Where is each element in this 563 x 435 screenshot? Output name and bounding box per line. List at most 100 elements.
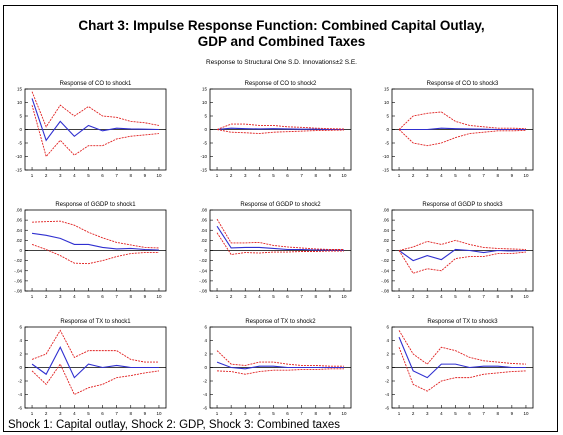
- x-tick-label: 9: [144, 411, 147, 416]
- x-tick-label: 1: [216, 294, 219, 299]
- y-tick-label: 10: [384, 100, 390, 105]
- x-tick-label: 7: [115, 173, 118, 178]
- x-tick-label: 7: [115, 411, 118, 416]
- y-tick-label: -2: [385, 379, 389, 384]
- y-tick-label: .06: [16, 218, 23, 223]
- panel-title: Response of GGDP to shock2: [240, 202, 321, 208]
- x-tick-label: 3: [426, 294, 429, 299]
- y-tick-label: .06: [383, 218, 390, 223]
- x-tick-label: 8: [496, 173, 499, 178]
- y-tick-label: -.02: [14, 258, 22, 263]
- x-tick-label: 10: [523, 411, 529, 416]
- x-tick-label: 4: [440, 411, 443, 416]
- x-tick-label: 7: [482, 173, 485, 178]
- x-tick-label: 3: [426, 411, 429, 416]
- response-line: [398, 336, 526, 379]
- x-tick-label: 6: [286, 411, 289, 416]
- upper-band-line: [31, 329, 159, 363]
- x-tick-label: 7: [482, 294, 485, 299]
- lower-band-line: [217, 368, 344, 375]
- response-line: [216, 361, 344, 370]
- x-tick-label: 5: [87, 411, 90, 416]
- response-line: [216, 225, 344, 251]
- y-tick-label: -.02: [199, 258, 207, 263]
- irf-panel: Response of GGDP to shock1 .08 .06 .04 .02 0 -…: [14, 202, 167, 299]
- x-tick-label: 10: [341, 173, 347, 178]
- x-tick-label: 5: [87, 294, 90, 299]
- chart-title-line1: Chart 3: Impulse Response Function: Comb…: [78, 18, 485, 33]
- y-tick-label: -4: [18, 392, 22, 397]
- panel-title: Response of GGDP to shock1: [55, 202, 136, 208]
- y-tick-label: -.06: [381, 278, 389, 283]
- upper-band-line: [398, 239, 526, 251]
- response-line: [399, 127, 526, 131]
- x-tick-label: 5: [454, 411, 457, 416]
- x-tick-label: 4: [73, 173, 76, 178]
- x-tick-label: 5: [272, 294, 275, 299]
- panel-title: Response of TX to shock3: [427, 319, 498, 325]
- y-tick-label: 6: [19, 325, 22, 330]
- x-tick-label: 3: [426, 173, 429, 178]
- y-tick-label: 0: [19, 248, 22, 253]
- y-tick-label: -6: [18, 406, 22, 411]
- y-tick-label: .04: [201, 228, 208, 233]
- x-tick-label: 9: [511, 294, 514, 299]
- x-tick-label: 4: [258, 173, 261, 178]
- x-tick-label: 6: [101, 173, 104, 178]
- y-tick-label: .08: [16, 208, 23, 213]
- y-tick-label: -15: [15, 168, 22, 173]
- response-line: [31, 232, 159, 251]
- x-tick-label: 4: [73, 294, 76, 299]
- x-tick-label: 2: [412, 294, 415, 299]
- x-tick-label: 9: [144, 294, 147, 299]
- irf-panel: Response of GGDP to shock2 .08 .06 .04 .02 0 -…: [199, 202, 352, 299]
- chart-subtitle: Response to Structural One S.D. Innovati…: [206, 59, 357, 66]
- y-tick-label: 5: [19, 114, 22, 119]
- y-tick-label: .04: [16, 228, 23, 233]
- upper-band-line: [398, 330, 526, 365]
- x-tick-label: 6: [468, 294, 471, 299]
- x-tick-label: 10: [523, 294, 529, 299]
- y-tick-label: -4: [203, 392, 207, 397]
- x-tick-label: 7: [482, 411, 485, 416]
- x-tick-label: 1: [398, 411, 401, 416]
- y-tick-label: 15: [17, 87, 23, 92]
- y-tick-label: 0: [386, 127, 389, 132]
- x-tick-label: 9: [329, 411, 332, 416]
- y-tick-label: 0: [204, 365, 207, 370]
- x-tick-label: 3: [244, 173, 247, 178]
- chart-frame: [3, 5, 558, 432]
- y-tick-label: -2: [18, 379, 22, 384]
- x-tick-label: 6: [101, 294, 104, 299]
- y-tick-label: .06: [201, 218, 208, 223]
- response-line: [31, 346, 159, 379]
- x-tick-label: 2: [230, 173, 233, 178]
- x-tick-label: 1: [398, 294, 401, 299]
- response-line: [216, 127, 344, 131]
- y-tick-label: -.02: [381, 258, 389, 263]
- x-tick-label: 2: [412, 411, 415, 416]
- x-tick-label: 8: [129, 294, 132, 299]
- y-tick-label: 0: [386, 248, 389, 253]
- y-tick-label: .04: [383, 228, 390, 233]
- y-tick-label: 4: [204, 338, 207, 343]
- y-tick-label: 6: [386, 325, 389, 330]
- x-tick-label: 1: [31, 294, 34, 299]
- x-tick-label: 1: [398, 173, 401, 178]
- irf-panel: Response of TX to shock3 6 4 2 0 -2 -4 -6 1 2 3 4 5 6…: [385, 319, 534, 416]
- x-tick-label: 6: [468, 173, 471, 178]
- y-tick-label: -.06: [14, 278, 22, 283]
- irf-panel: Response of CO to shock1 15 10 5 0 -5 -10 -15 1 2…: [15, 81, 167, 178]
- lower-band-line: [398, 250, 526, 274]
- x-tick-label: 10: [156, 411, 162, 416]
- x-tick-label: 5: [454, 173, 457, 178]
- y-tick-label: -10: [382, 154, 389, 159]
- y-tick-label: .02: [201, 238, 208, 243]
- y-tick-label: 15: [202, 87, 208, 92]
- x-tick-label: 1: [31, 411, 34, 416]
- x-tick-label: 10: [341, 294, 347, 299]
- y-tick-label: -5: [18, 141, 22, 146]
- irf-panel: Response of CO to shock3 15 10 5 0 -5 -10 -15 1 2…: [382, 81, 534, 178]
- y-tick-label: 0: [204, 127, 207, 132]
